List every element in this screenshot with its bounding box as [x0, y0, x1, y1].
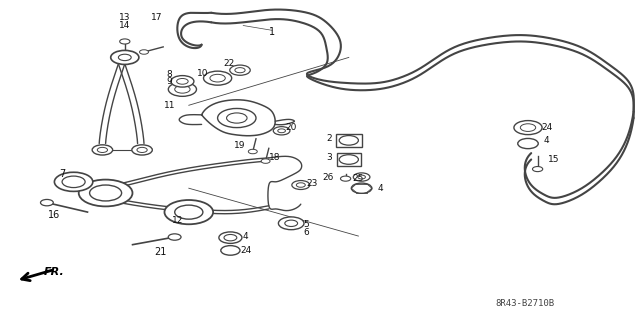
Circle shape: [261, 159, 270, 163]
Circle shape: [358, 175, 365, 179]
Circle shape: [248, 149, 257, 154]
Circle shape: [92, 145, 113, 155]
Text: 6: 6: [303, 228, 308, 237]
Text: FR.: FR.: [44, 267, 64, 277]
Text: 2: 2: [327, 134, 332, 143]
Circle shape: [137, 147, 147, 152]
Circle shape: [132, 145, 152, 155]
Circle shape: [40, 199, 53, 206]
Text: 24: 24: [541, 123, 552, 132]
Text: 9: 9: [167, 77, 172, 86]
Circle shape: [221, 246, 240, 255]
Circle shape: [278, 217, 304, 230]
Text: 4: 4: [378, 184, 383, 193]
Circle shape: [171, 76, 194, 87]
Circle shape: [227, 113, 247, 123]
Text: 14: 14: [119, 21, 131, 30]
Text: 4: 4: [243, 232, 248, 241]
Text: 26: 26: [323, 173, 334, 182]
Circle shape: [532, 167, 543, 172]
Text: 11: 11: [164, 101, 175, 110]
Circle shape: [210, 74, 225, 82]
Circle shape: [175, 205, 203, 219]
Circle shape: [90, 185, 122, 201]
Text: 12: 12: [172, 216, 184, 225]
Circle shape: [175, 85, 190, 93]
Circle shape: [351, 183, 372, 193]
Text: 22: 22: [223, 59, 235, 68]
Circle shape: [177, 78, 188, 84]
Circle shape: [285, 220, 298, 226]
Circle shape: [340, 176, 351, 181]
Circle shape: [118, 54, 131, 61]
Circle shape: [140, 50, 148, 54]
Circle shape: [273, 127, 290, 135]
Circle shape: [339, 155, 358, 164]
Text: 8: 8: [167, 70, 172, 79]
Circle shape: [54, 172, 93, 191]
Circle shape: [230, 65, 250, 75]
Text: 7: 7: [60, 169, 66, 179]
Circle shape: [120, 39, 130, 44]
Circle shape: [219, 232, 242, 243]
Circle shape: [292, 181, 310, 189]
Circle shape: [79, 180, 132, 206]
Circle shape: [62, 176, 85, 188]
Text: 4: 4: [544, 136, 549, 145]
Text: 3: 3: [327, 153, 332, 162]
Circle shape: [235, 68, 245, 73]
Text: 15: 15: [548, 155, 559, 164]
FancyBboxPatch shape: [337, 153, 361, 166]
Circle shape: [164, 200, 213, 224]
Text: 17: 17: [151, 13, 163, 22]
Text: 20: 20: [285, 123, 297, 132]
Circle shape: [296, 183, 305, 187]
Circle shape: [353, 173, 370, 181]
Circle shape: [339, 136, 358, 145]
Circle shape: [111, 50, 139, 64]
Text: 24: 24: [240, 246, 252, 255]
Text: 5: 5: [303, 220, 308, 229]
Circle shape: [518, 138, 538, 149]
Circle shape: [168, 234, 181, 240]
Text: 10: 10: [196, 69, 208, 78]
Circle shape: [97, 147, 108, 152]
Text: 18: 18: [269, 153, 281, 162]
Text: 1: 1: [269, 27, 275, 37]
Circle shape: [520, 124, 536, 131]
Text: 19: 19: [234, 141, 246, 150]
Text: 23: 23: [307, 179, 318, 188]
Circle shape: [168, 82, 196, 96]
Text: 13: 13: [119, 13, 131, 22]
Circle shape: [218, 108, 256, 128]
Circle shape: [204, 71, 232, 85]
FancyBboxPatch shape: [336, 134, 362, 147]
Text: 21: 21: [154, 247, 166, 257]
Circle shape: [224, 234, 237, 241]
Text: 8R43-B2710B: 8R43-B2710B: [495, 299, 554, 308]
Text: 25: 25: [353, 174, 364, 183]
Circle shape: [514, 121, 542, 135]
Text: 16: 16: [48, 210, 61, 220]
Circle shape: [278, 129, 285, 133]
